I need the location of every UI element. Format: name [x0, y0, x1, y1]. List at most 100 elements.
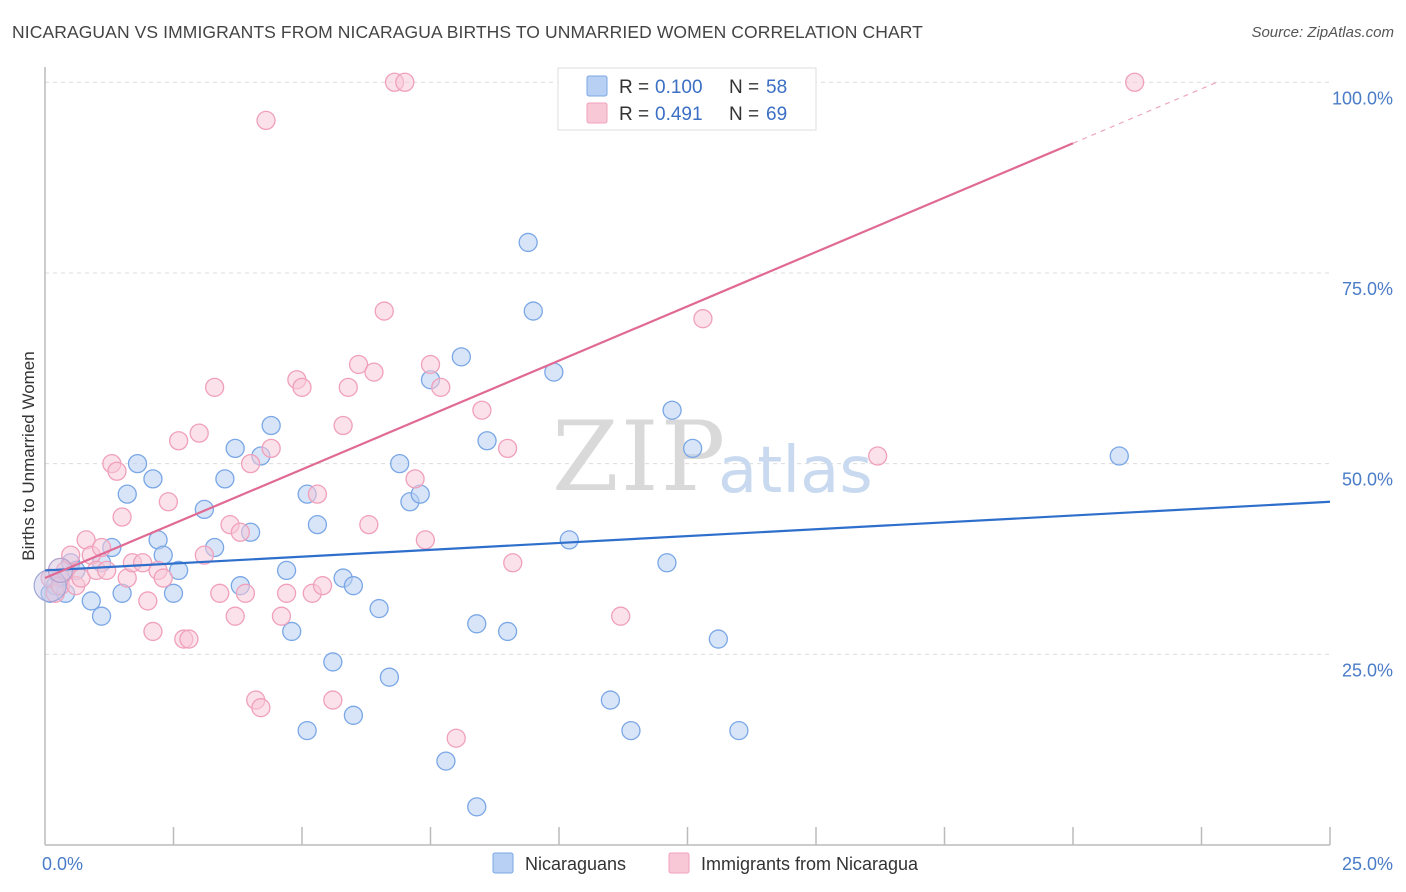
point-s0-18 [194, 499, 214, 520]
legend-n-label-1: N = [729, 77, 759, 98]
y-tick-label-1: 50.0% [1342, 470, 1393, 490]
point-s1-37 [256, 110, 276, 131]
point-s0-53 [657, 553, 677, 573]
legend-r-label-1: R = [619, 77, 649, 98]
point-s1-28 [204, 377, 225, 398]
bottom-legend-swatch-immigrants [668, 852, 690, 874]
point-s1-49 [348, 354, 369, 375]
point-s0-20 [215, 469, 235, 489]
point-s1-60 [472, 400, 492, 420]
point-s1-18 [138, 591, 158, 611]
point-s0-27 [282, 621, 302, 642]
x-tick-label-min: 0.0% [42, 854, 83, 874]
x-tick-label-max: 25.0% [1342, 854, 1393, 874]
point-s0-33 [343, 576, 364, 596]
point-s0-56 [708, 629, 728, 649]
point-s0-42 [451, 347, 471, 367]
point-s0-58 [1109, 446, 1129, 466]
legend-r-value-2: 0.491 [655, 104, 703, 125]
legend-n-label-2: N = [729, 104, 759, 125]
point-s1-46 [323, 690, 343, 710]
bottom-legend-swatch-nicaraguans [492, 852, 514, 874]
point-s1-68 [1125, 72, 1145, 92]
point-s1-48 [338, 377, 358, 398]
point-s0-26 [276, 560, 297, 581]
watermark-zip: ZIP [552, 401, 727, 513]
point-s1-38 [261, 438, 281, 459]
point-s1-62 [503, 553, 523, 573]
point-s0-52 [621, 720, 641, 741]
point-s1-44 [307, 484, 328, 504]
point-s1-42 [292, 377, 312, 398]
point-s1-52 [374, 301, 394, 321]
trend-lines [44, 81, 1331, 580]
point-s0-17 [168, 560, 189, 581]
point-s1-27 [194, 545, 214, 565]
point-s0-37 [390, 453, 410, 474]
legend-n-value-2: 69 [766, 104, 787, 125]
point-s1-17 [133, 553, 153, 573]
point-s1-11 [97, 560, 117, 581]
grid-lines [45, 81, 1330, 655]
watermark: ZIP atlas [552, 401, 873, 513]
legend-r-label-2: R = [619, 104, 649, 125]
chart-source: Source: ZipAtlas.com [1251, 24, 1394, 41]
point-s0-34 [343, 705, 364, 725]
point-s0-43 [467, 797, 487, 817]
point-s1-45 [312, 576, 333, 596]
legend-r-value-1: 0.100 [655, 77, 703, 98]
point-s0-57 [729, 720, 749, 741]
point-s1-56 [415, 530, 436, 550]
point-s1-33 [235, 583, 256, 603]
point-s0-31 [323, 652, 343, 672]
point-s0-11 [117, 484, 137, 504]
trend-line-s1 [44, 142, 1074, 580]
series-legend: Nicaraguans Immigrants from Nicaragua [492, 852, 919, 874]
point-s0-41 [436, 751, 456, 771]
point-s0-51 [600, 690, 621, 710]
point-s1-32 [230, 522, 250, 542]
data-points [33, 72, 1145, 817]
point-s0-55 [682, 438, 703, 459]
chart-title: NICARAGUAN VS IMMIGRANTS FROM NICARAGUA … [12, 22, 923, 42]
bottom-legend-label-nicaraguans: Nicaraguans [525, 854, 626, 874]
y-tick-label-2: 75.0% [1342, 279, 1393, 299]
y-axis-label: Births to Unmarried Women [19, 351, 38, 560]
point-s1-22 [158, 492, 179, 512]
point-s0-8 [91, 606, 112, 626]
point-s1-29 [210, 583, 230, 603]
point-s1-59 [446, 728, 466, 748]
point-s0-44 [467, 614, 487, 634]
point-s0-36 [379, 667, 400, 687]
point-s1-47 [333, 415, 353, 436]
point-s1-26 [189, 423, 209, 443]
legend-n-value-1: 58 [766, 77, 787, 98]
point-s1-19 [143, 621, 163, 642]
point-s1-58 [431, 377, 451, 398]
point-s0-48 [523, 301, 543, 321]
legend-swatch-nicaraguans [586, 75, 608, 97]
point-s1-55 [405, 469, 425, 489]
point-s1-57 [420, 354, 441, 375]
point-s1-54 [395, 72, 415, 92]
point-s1-40 [276, 583, 297, 603]
point-s0-30 [307, 514, 328, 535]
point-s0-28 [297, 720, 317, 741]
point-s1-21 [153, 568, 173, 588]
y-tick-label-3: 100.0% [1332, 88, 1393, 108]
point-s1-13 [107, 461, 127, 481]
point-s0-16 [163, 583, 184, 603]
stats-legend: R = 0.100 N = 58 R = 0.491 N = 69 [557, 67, 817, 131]
point-s1-36 [251, 698, 271, 718]
point-s0-50 [559, 530, 579, 550]
point-s0-46 [497, 621, 518, 642]
point-s1-51 [364, 362, 384, 382]
point-s0-47 [518, 232, 538, 253]
point-s1-34 [240, 453, 261, 474]
point-s1-14 [112, 507, 132, 527]
point-s0-54 [662, 400, 682, 420]
point-s1-25 [179, 629, 199, 649]
trend-line-s0 [44, 500, 1331, 572]
point-s1-65 [611, 606, 631, 626]
point-s0-35 [369, 598, 389, 619]
